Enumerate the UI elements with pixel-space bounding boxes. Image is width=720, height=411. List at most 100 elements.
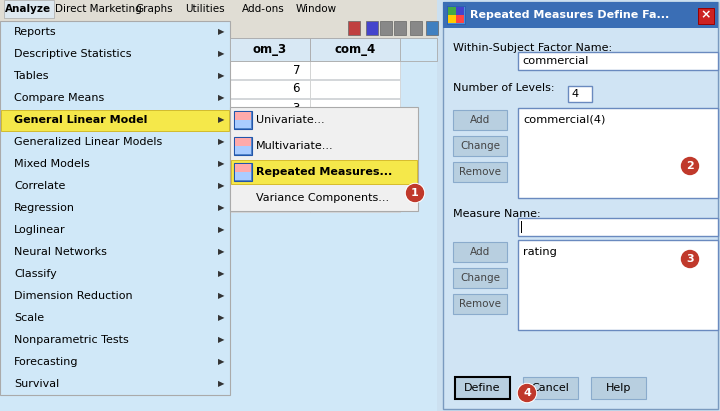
Bar bbox=[591, 377, 646, 399]
Bar bbox=[523, 377, 578, 399]
Text: Define: Define bbox=[464, 383, 500, 393]
Text: ×: × bbox=[701, 9, 711, 21]
Bar bbox=[453, 162, 507, 182]
Text: 3: 3 bbox=[686, 254, 694, 264]
Text: Dimension Reduction: Dimension Reduction bbox=[14, 291, 132, 301]
Bar bbox=[4, 0, 54, 18]
Text: commercial(4): commercial(4) bbox=[523, 115, 606, 125]
Bar bbox=[243, 138, 251, 146]
Bar bbox=[518, 240, 718, 330]
Text: Window: Window bbox=[296, 4, 337, 14]
Bar bbox=[310, 80, 400, 98]
Bar bbox=[348, 21, 360, 35]
Text: Multivariate...: Multivariate... bbox=[256, 141, 333, 151]
Bar bbox=[310, 175, 400, 193]
Bar bbox=[453, 242, 507, 262]
Bar bbox=[243, 146, 251, 154]
Text: ▶: ▶ bbox=[218, 335, 225, 344]
Text: Direct Marketing: Direct Marketing bbox=[55, 4, 142, 14]
Text: Help: Help bbox=[606, 383, 631, 393]
Text: ▶: ▶ bbox=[218, 270, 225, 279]
Bar bbox=[234, 137, 252, 155]
Text: 6: 6 bbox=[292, 83, 300, 95]
Circle shape bbox=[682, 250, 698, 268]
Text: Variance Components...: Variance Components... bbox=[256, 193, 389, 203]
Text: Mixed Models: Mixed Models bbox=[14, 159, 90, 169]
Bar bbox=[310, 38, 400, 61]
Text: ▶: ▶ bbox=[218, 291, 225, 300]
Text: ▶: ▶ bbox=[218, 72, 225, 81]
Text: Classify: Classify bbox=[14, 269, 57, 279]
Bar bbox=[456, 15, 464, 23]
Bar bbox=[235, 164, 243, 172]
Bar bbox=[310, 156, 400, 174]
Bar bbox=[235, 172, 243, 180]
Bar bbox=[230, 137, 310, 155]
Bar bbox=[230, 107, 418, 211]
Bar bbox=[0, 0, 437, 18]
Text: 7: 7 bbox=[292, 159, 300, 171]
Text: Survival: Survival bbox=[14, 379, 59, 389]
Text: ▶: ▶ bbox=[218, 379, 225, 388]
Text: ▶: ▶ bbox=[218, 226, 225, 235]
Text: Correlate: Correlate bbox=[14, 181, 66, 191]
Circle shape bbox=[405, 183, 425, 203]
Text: 5: 5 bbox=[292, 178, 300, 191]
Text: ▶: ▶ bbox=[218, 138, 225, 146]
Text: Loglinear: Loglinear bbox=[14, 225, 66, 235]
Bar bbox=[518, 108, 718, 198]
Bar bbox=[230, 156, 310, 174]
Bar bbox=[0, 18, 437, 38]
Bar bbox=[235, 138, 243, 146]
Bar bbox=[448, 15, 456, 23]
Bar bbox=[230, 38, 437, 61]
Bar bbox=[1, 110, 229, 131]
Text: Generalized Linear Models: Generalized Linear Models bbox=[14, 137, 162, 147]
Text: Add: Add bbox=[470, 115, 490, 125]
Bar bbox=[230, 118, 310, 136]
Bar bbox=[380, 21, 392, 35]
Bar bbox=[231, 160, 417, 184]
Text: ▶: ▶ bbox=[218, 358, 225, 367]
Bar bbox=[310, 118, 400, 136]
Circle shape bbox=[680, 157, 700, 175]
Text: ▶: ▶ bbox=[218, 247, 225, 256]
Bar bbox=[394, 21, 406, 35]
Text: ▶: ▶ bbox=[218, 49, 225, 58]
Text: 4: 4 bbox=[523, 388, 531, 398]
Bar bbox=[243, 120, 251, 128]
Bar bbox=[0, 21, 230, 395]
Circle shape bbox=[518, 383, 536, 402]
Text: om_3: om_3 bbox=[253, 44, 287, 56]
Text: Graphs: Graphs bbox=[135, 4, 173, 14]
Bar bbox=[234, 111, 252, 129]
Bar bbox=[310, 61, 400, 79]
Text: 2: 2 bbox=[686, 161, 694, 171]
Text: 4: 4 bbox=[292, 120, 300, 134]
Bar bbox=[456, 7, 464, 15]
Text: ▶: ▶ bbox=[218, 203, 225, 212]
Text: Forecasting: Forecasting bbox=[14, 357, 78, 367]
Bar bbox=[243, 112, 251, 120]
Bar bbox=[521, 221, 522, 233]
Text: Reports: Reports bbox=[14, 27, 57, 37]
Bar bbox=[235, 146, 243, 154]
Bar bbox=[455, 377, 510, 399]
Bar bbox=[230, 38, 310, 61]
Bar bbox=[448, 7, 456, 15]
Text: ▶: ▶ bbox=[218, 115, 225, 125]
Bar bbox=[698, 8, 714, 24]
Text: ▶: ▶ bbox=[218, 182, 225, 191]
Bar bbox=[0, 0, 437, 411]
Text: Scale: Scale bbox=[14, 313, 44, 323]
Bar bbox=[310, 194, 400, 212]
Bar bbox=[410, 21, 422, 35]
Bar bbox=[518, 218, 718, 236]
Text: Compare Means: Compare Means bbox=[14, 93, 104, 103]
Text: 3: 3 bbox=[292, 102, 300, 115]
Text: Descriptive Statistics: Descriptive Statistics bbox=[14, 49, 132, 59]
Text: Univariate...: Univariate... bbox=[256, 115, 325, 125]
Bar bbox=[453, 110, 507, 130]
Bar bbox=[453, 268, 507, 288]
Circle shape bbox=[407, 185, 423, 201]
